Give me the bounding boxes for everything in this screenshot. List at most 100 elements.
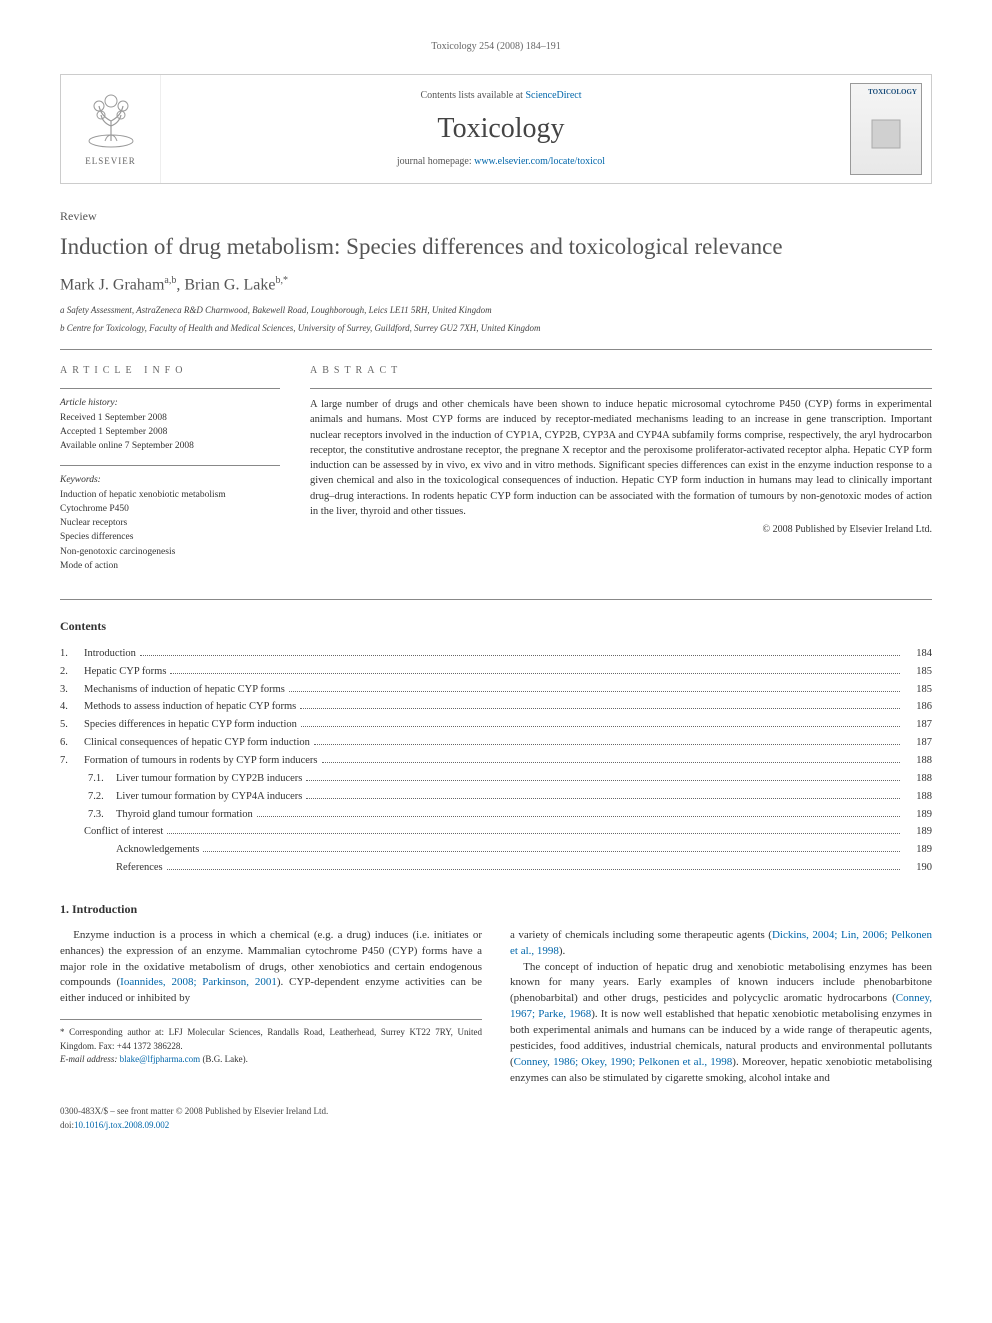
affiliation-b: b Centre for Toxicology, Faculty of Heal… [60, 322, 932, 336]
article-info-label: article info [60, 364, 280, 378]
toc-page: 189 [904, 841, 932, 859]
keywords-head: Keywords: [60, 474, 280, 487]
toc-num: 7. [60, 752, 84, 770]
email-link[interactable]: blake@lfjpharma.com [120, 1054, 201, 1064]
toc-entry: 7.3.Thyroid gland tumour formation 189 [60, 806, 932, 824]
journal-name: Toxicology [437, 109, 564, 148]
body-p2: The concept of induction of hepatic drug… [510, 960, 932, 1088]
doi-label: doi: [60, 1120, 74, 1130]
toc-dots [306, 798, 900, 799]
toc-dots [306, 780, 900, 781]
toc-title: Conflict of interest [84, 823, 163, 841]
toc-page: 190 [904, 859, 932, 877]
body-section: 1. Introduction Enzyme induction is a pr… [60, 901, 932, 1087]
toc-entry: 3.Mechanisms of induction of hepatic CYP… [60, 681, 932, 699]
homepage-link[interactable]: www.elsevier.com/locate/toxicol [474, 156, 605, 167]
toc-entry: 4.Methods to assess induction of hepatic… [60, 698, 932, 716]
toc-dots [140, 655, 900, 656]
keyword-5: Mode of action [60, 559, 280, 573]
doi-link[interactable]: 10.1016/j.tox.2008.09.002 [74, 1120, 169, 1130]
toc-page: 188 [904, 788, 932, 806]
toc-num: 1. [60, 645, 84, 663]
toc-num: 7.3. [60, 806, 116, 824]
toc-page: 184 [904, 645, 932, 663]
corresponding-author: * Corresponding author at: LFJ Molecular… [60, 1026, 482, 1053]
toc-num: 5. [60, 716, 84, 734]
toc-page: 185 [904, 681, 932, 699]
history-accepted: Accepted 1 September 2008 [60, 425, 280, 439]
affiliation-a: a Safety Assessment, AstraZeneca R&D Cha… [60, 304, 932, 318]
publisher-logo: ELSEVIER [61, 75, 161, 183]
footer-block: 0300-483X/$ – see front matter © 2008 Pu… [60, 1105, 932, 1132]
toc-entry: 7.1.Liver tumour formation by CYP2B indu… [60, 770, 932, 788]
author-1-sup: a,b [164, 275, 176, 286]
toc-title: Mechanisms of induction of hepatic CYP f… [84, 681, 285, 699]
toc-entry: 6.Clinical consequences of hepatic CYP f… [60, 734, 932, 752]
contents-available-line: Contents lists available at ScienceDirec… [420, 89, 581, 103]
toc-page: 189 [904, 823, 932, 841]
info-abstract-row: article info Article history: Received 1… [60, 364, 932, 585]
toc-dots [167, 869, 900, 870]
toc-entry: 2.Hepatic CYP forms185 [60, 663, 932, 681]
toc-dots [322, 762, 900, 763]
toc-title: Liver tumour formation by CYP2B inducers [116, 770, 302, 788]
toc-entry: Conflict of interest 189 [60, 823, 932, 841]
section-1-heading: 1. Introduction [60, 901, 932, 918]
email-name: (B.G. Lake). [200, 1054, 248, 1064]
ref-conney86[interactable]: Conney, 1986; Okey, 1990; Pelkonen et al… [514, 1056, 733, 1068]
toc-title: References [116, 859, 163, 877]
toc-title: Clinical consequences of hepatic CYP for… [84, 734, 310, 752]
toc-entry: 7.2.Liver tumour formation by CYP4A indu… [60, 788, 932, 806]
cover-image-icon [866, 114, 906, 154]
article-info-col: article info Article history: Received 1… [60, 364, 280, 585]
toc-title: Introduction [84, 645, 136, 663]
email-label: E-mail address: [60, 1054, 120, 1064]
divider-mid [60, 599, 932, 600]
contents-prefix: Contents lists available at [420, 90, 525, 101]
toc-num: 6. [60, 734, 84, 752]
ref-ioannides[interactable]: Ioannides, 2008; Parkinson, 2001 [120, 976, 277, 988]
toc-title: Species differences in hepatic CYP form … [84, 716, 297, 734]
contents-heading: Contents [60, 618, 932, 635]
toc-entry: Acknowledgements189 [60, 841, 932, 859]
toc-dots [170, 673, 900, 674]
p2a: The concept of induction of hepatic drug… [510, 961, 932, 1005]
toc-entry: 1.Introduction 184 [60, 645, 932, 663]
author-2: Brian G. Lake [184, 276, 275, 293]
toc-page: 188 [904, 770, 932, 788]
toc-title: Formation of tumours in rodents by CYP f… [84, 752, 318, 770]
sciencedirect-link[interactable]: ScienceDirect [525, 90, 581, 101]
toc-dots [167, 833, 900, 834]
p1c: a variety of chemicals including some th… [510, 929, 772, 941]
toc-dots [301, 726, 900, 727]
toc-dots [203, 851, 900, 852]
keyword-1: Cytochrome P450 [60, 502, 280, 516]
history-online: Available online 7 September 2008 [60, 439, 280, 453]
toc-num: 3. [60, 681, 84, 699]
history-head: Article history: [60, 397, 280, 410]
toc-num: 7.1. [60, 770, 116, 788]
toc-page: 188 [904, 752, 932, 770]
body-p1-cont: a variety of chemicals including some th… [510, 928, 932, 960]
toc-num: 4. [60, 698, 84, 716]
toc-page: 189 [904, 806, 932, 824]
history-received: Received 1 September 2008 [60, 411, 280, 425]
article-title: Induction of drug metabolism: Species di… [60, 233, 932, 262]
toc-dots [300, 708, 900, 709]
issn-line: 0300-483X/$ – see front matter © 2008 Pu… [60, 1105, 932, 1119]
author-1: Mark J. Graham [60, 276, 164, 293]
abstract-label: abstract [310, 364, 932, 378]
toc-num: 7.2. [60, 788, 116, 806]
journal-cover-thumb: TOXICOLOGY [841, 75, 931, 183]
doi-line: doi:10.1016/j.tox.2008.09.002 [60, 1119, 932, 1133]
toc-title: Thyroid gland tumour formation [116, 806, 253, 824]
homepage-line: journal homepage: www.elsevier.com/locat… [397, 155, 605, 169]
p1d: ). [559, 945, 565, 957]
body-p1: Enzyme induction is a process in which a… [60, 928, 482, 1008]
toc-entry: References 190 [60, 859, 932, 877]
contents-section: Contents 1.Introduction 1842.Hepatic CYP … [60, 618, 932, 877]
toc-num: 2. [60, 663, 84, 681]
footnote-block: * Corresponding author at: LFJ Molecular… [60, 1019, 482, 1067]
author-2-sup: b,* [275, 275, 288, 286]
publisher-name: ELSEVIER [85, 155, 136, 168]
